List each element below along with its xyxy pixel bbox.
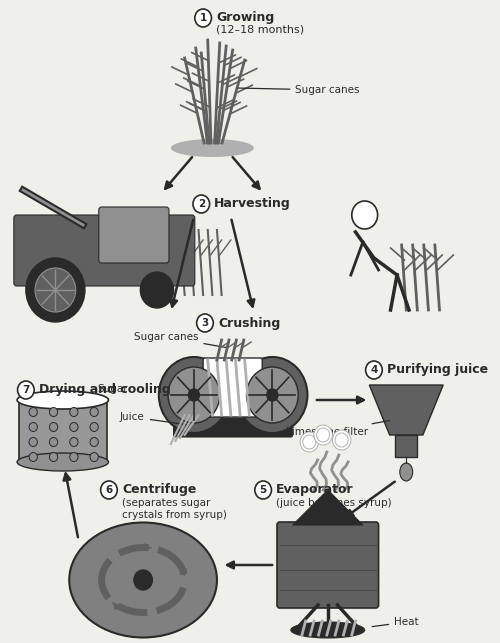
Text: 1: 1 (200, 13, 207, 23)
Circle shape (188, 389, 200, 401)
Circle shape (168, 367, 220, 423)
Circle shape (159, 357, 229, 433)
Ellipse shape (69, 523, 217, 637)
Ellipse shape (400, 463, 412, 481)
Circle shape (267, 389, 278, 401)
FancyBboxPatch shape (395, 435, 417, 457)
Circle shape (193, 195, 210, 213)
Circle shape (18, 381, 34, 399)
Text: 2: 2 (198, 199, 205, 209)
Text: Sugar: Sugar (74, 384, 128, 403)
Circle shape (50, 437, 58, 446)
Text: 7: 7 (22, 385, 30, 395)
Circle shape (50, 422, 58, 431)
Circle shape (70, 437, 78, 446)
Circle shape (90, 453, 98, 462)
Text: Centrifuge: Centrifuge (122, 484, 196, 496)
Circle shape (50, 453, 58, 462)
Text: Harvesting: Harvesting (214, 197, 291, 210)
FancyBboxPatch shape (277, 522, 378, 608)
Circle shape (90, 422, 98, 431)
Circle shape (50, 408, 58, 417)
Ellipse shape (17, 391, 108, 409)
Circle shape (134, 570, 152, 590)
Circle shape (255, 481, 272, 499)
Circle shape (90, 408, 98, 417)
Circle shape (196, 314, 214, 332)
Text: Limestone filter: Limestone filter (286, 421, 390, 437)
Circle shape (195, 9, 212, 27)
Circle shape (70, 453, 78, 462)
Circle shape (316, 428, 330, 442)
Text: (12–18 months): (12–18 months) (216, 25, 304, 35)
Ellipse shape (171, 139, 254, 157)
Circle shape (29, 422, 38, 431)
Text: Evaporator: Evaporator (276, 484, 353, 496)
Text: Drying and cooling: Drying and cooling (39, 383, 170, 397)
Text: 6: 6 (106, 485, 112, 495)
Text: Heat: Heat (372, 617, 419, 627)
Text: Juice: Juice (120, 412, 186, 424)
Circle shape (314, 425, 332, 445)
Text: 4: 4 (370, 365, 378, 375)
Circle shape (246, 367, 298, 423)
Circle shape (29, 453, 38, 462)
Circle shape (100, 481, 117, 499)
Circle shape (352, 201, 378, 229)
Circle shape (303, 435, 316, 449)
Text: 5: 5 (260, 485, 267, 495)
Circle shape (300, 432, 318, 452)
Circle shape (35, 268, 76, 312)
Text: (separates sugar: (separates sugar (122, 498, 210, 508)
Circle shape (332, 430, 351, 450)
FancyBboxPatch shape (203, 358, 262, 417)
Circle shape (70, 408, 78, 417)
Text: Growing: Growing (216, 12, 274, 24)
FancyBboxPatch shape (174, 418, 292, 437)
Text: Purifying juice: Purifying juice (387, 363, 488, 377)
Circle shape (70, 422, 78, 431)
Text: Sugar canes: Sugar canes (238, 85, 360, 95)
Polygon shape (370, 385, 443, 435)
Text: (juice becomes syrup): (juice becomes syrup) (276, 498, 392, 508)
Circle shape (26, 258, 85, 322)
Circle shape (29, 408, 38, 417)
Polygon shape (292, 490, 363, 525)
Circle shape (335, 433, 348, 447)
FancyBboxPatch shape (20, 400, 107, 462)
Circle shape (140, 272, 173, 308)
Text: Sugar canes: Sugar canes (134, 332, 226, 347)
Ellipse shape (291, 622, 364, 638)
Text: crystals from syrup): crystals from syrup) (122, 510, 227, 520)
FancyBboxPatch shape (99, 207, 169, 263)
Text: 3: 3 (202, 318, 208, 328)
Circle shape (366, 361, 382, 379)
Circle shape (238, 357, 308, 433)
FancyBboxPatch shape (14, 215, 195, 286)
Circle shape (90, 437, 98, 446)
Ellipse shape (17, 453, 108, 471)
Circle shape (29, 437, 38, 446)
Text: Crushing: Crushing (218, 316, 280, 329)
